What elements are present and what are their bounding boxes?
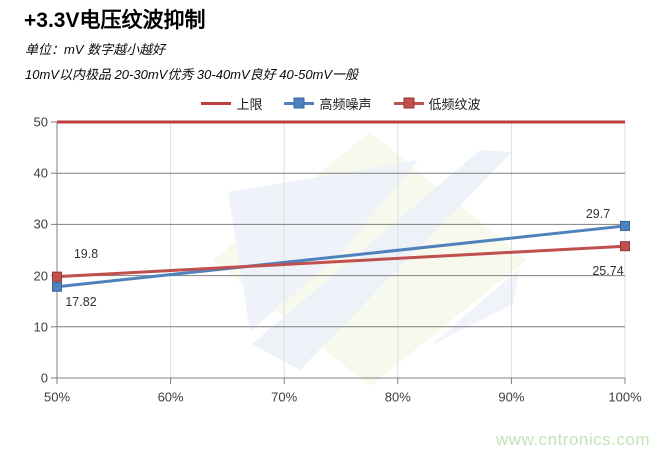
legend-item-hf-noise: 高频噪声 <box>284 94 372 113</box>
chart-legend: 上限 高频噪声 低频纹波 <box>57 94 625 112</box>
series-marker-1 <box>620 220 630 231</box>
watermark-text: www.cntronics.com <box>496 430 650 449</box>
chart-subtitle-grading: 10mV以内极品 20-30mV优秀 30-40mV良好 40-50mV一般 <box>25 67 359 82</box>
legend-item-upper-limit: 上限 <box>201 94 262 113</box>
hf-noise-line-icon <box>284 97 315 109</box>
series-line-1 <box>56 224 626 289</box>
upper-limit-line-icon <box>201 101 232 105</box>
legend-label-lf-ripple: 低频纹波 <box>428 96 481 112</box>
legend-item-lf-ripple: 低频纹波 <box>393 94 481 113</box>
series-marker-2 <box>52 271 62 282</box>
legend-label-hf-noise: 高频噪声 <box>319 96 372 112</box>
series-marker-2 <box>620 241 630 252</box>
chart-subtitle-units: 单位：mV 数字越小越好 <box>25 42 166 57</box>
square-marker-icon <box>293 97 305 109</box>
lf-ripple-line-icon <box>393 97 424 109</box>
page-title: +3.3V电压纹波抑制 <box>24 9 206 32</box>
square-marker-icon <box>403 97 414 109</box>
series-marker-1 <box>52 281 62 292</box>
legend-label-upper-limit: 上限 <box>236 96 263 112</box>
series-line-2 <box>56 244 626 279</box>
